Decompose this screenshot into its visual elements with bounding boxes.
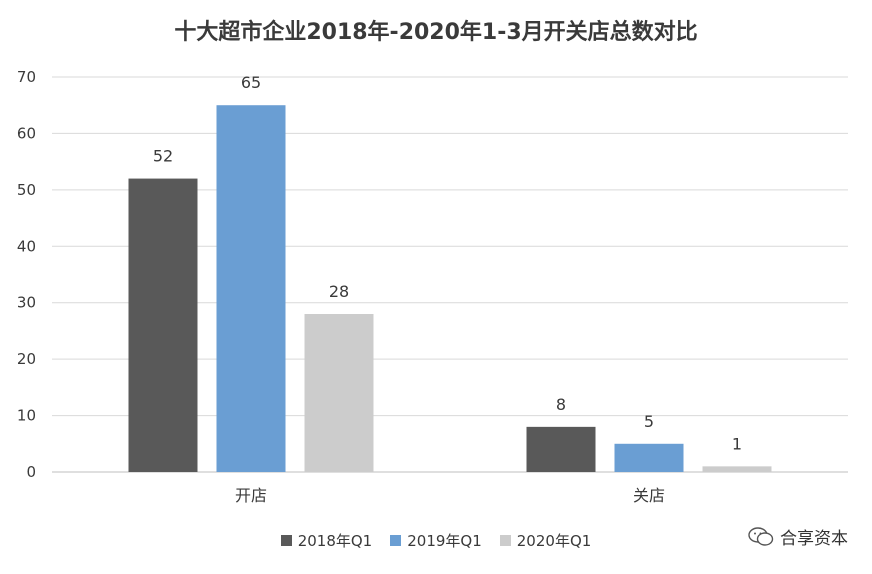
x-tick-label: 关店 bbox=[633, 486, 665, 505]
legend-swatch bbox=[390, 535, 402, 546]
y-tick-label: 50 bbox=[17, 181, 36, 199]
legend-label: 2019年Q1 bbox=[407, 532, 482, 550]
legend-swatch bbox=[499, 535, 511, 546]
data-label: 8 bbox=[556, 395, 566, 414]
y-tick-label: 30 bbox=[17, 294, 36, 312]
legend-swatch bbox=[280, 535, 292, 546]
chart-title: 十大超市企业2018年-2020年1-3月开关店总数对比 bbox=[174, 20, 698, 45]
data-label: 65 bbox=[241, 73, 261, 92]
bar bbox=[526, 426, 596, 472]
legend-label: 2018年Q1 bbox=[297, 532, 373, 550]
y-tick-label: 60 bbox=[17, 124, 36, 142]
x-axis-ticks: 开店 关店 bbox=[235, 486, 665, 505]
y-tick-label: 40 bbox=[17, 237, 36, 255]
bar bbox=[304, 314, 374, 472]
source-watermark: 合享资本 bbox=[748, 524, 848, 549]
bar bbox=[614, 443, 684, 472]
legend-item: 2020年Q1 bbox=[499, 530, 592, 551]
y-axis-ticks: 0 10 20 30 40 50 60 70 bbox=[17, 68, 36, 481]
y-tick-label: 70 bbox=[17, 68, 36, 86]
watermark-text: 合享资本 bbox=[780, 529, 848, 549]
y-tick-label: 10 bbox=[17, 407, 36, 425]
data-label: 5 bbox=[644, 412, 654, 431]
bar bbox=[128, 178, 198, 473]
y-tick-label: 20 bbox=[17, 350, 36, 368]
data-label: 1 bbox=[732, 434, 742, 453]
legend-label: 2020年Q1 bbox=[516, 532, 592, 550]
legend: 2018年Q1 2019年Q1 2020年Q1 bbox=[0, 530, 872, 551]
y-tick-label: 0 bbox=[26, 463, 36, 481]
legend-item: 2019年Q1 bbox=[390, 530, 482, 551]
bar bbox=[216, 105, 286, 472]
bars bbox=[128, 105, 772, 473]
data-label: 28 bbox=[329, 282, 349, 301]
data-label: 52 bbox=[153, 147, 173, 166]
x-tick-label: 开店 bbox=[235, 486, 267, 505]
legend-item: 2018年Q1 bbox=[280, 530, 373, 551]
wechat-icon bbox=[748, 526, 774, 546]
data-labels: 52 65 28 8 5 1 bbox=[153, 73, 742, 453]
bar bbox=[702, 466, 772, 472]
